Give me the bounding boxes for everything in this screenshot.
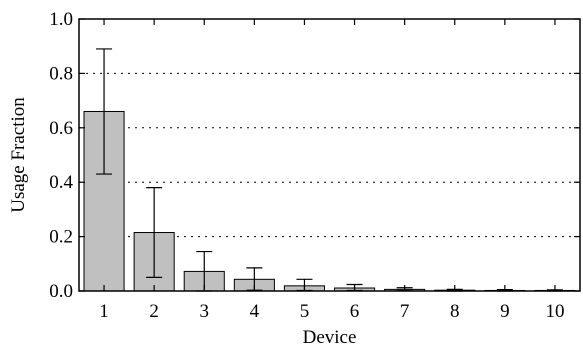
x-axis-label: Device	[303, 327, 357, 348]
y-tick-label: 0.2	[49, 227, 73, 248]
x-tick-label: 6	[350, 301, 360, 322]
y-axis-ticks: 0.0 0.2 0.4 0.6 0.8 1.0	[49, 9, 580, 302]
y-tick-label: 1.0	[49, 9, 73, 30]
y-tick-label: 0.4	[49, 172, 73, 193]
x-tick-label: 3	[200, 301, 210, 322]
y-tick-label: 0.0	[49, 281, 73, 302]
y-axis-label: Usage Fraction	[8, 97, 29, 213]
error-bar-device-2	[146, 187, 163, 278]
y-tick-label: 0.6	[49, 118, 73, 139]
x-tick-label: 2	[149, 301, 159, 322]
y-tick-label: 0.8	[49, 63, 73, 84]
x-tick-label: 1	[99, 301, 109, 322]
x-tick-label: 4	[250, 301, 260, 322]
x-tick-label: 10	[545, 301, 564, 322]
x-tick-label: 8	[450, 301, 460, 322]
plot-frame	[78, 18, 581, 292]
bars	[83, 110, 576, 292]
error-bar-device-1	[96, 48, 113, 175]
x-tick-label: 9	[500, 301, 510, 322]
x-axis-ticks: 1 2 3 4 5 6 7 8 9 10	[99, 19, 564, 322]
x-tick-label: 5	[300, 301, 310, 322]
x-tick-label: 7	[400, 301, 410, 322]
